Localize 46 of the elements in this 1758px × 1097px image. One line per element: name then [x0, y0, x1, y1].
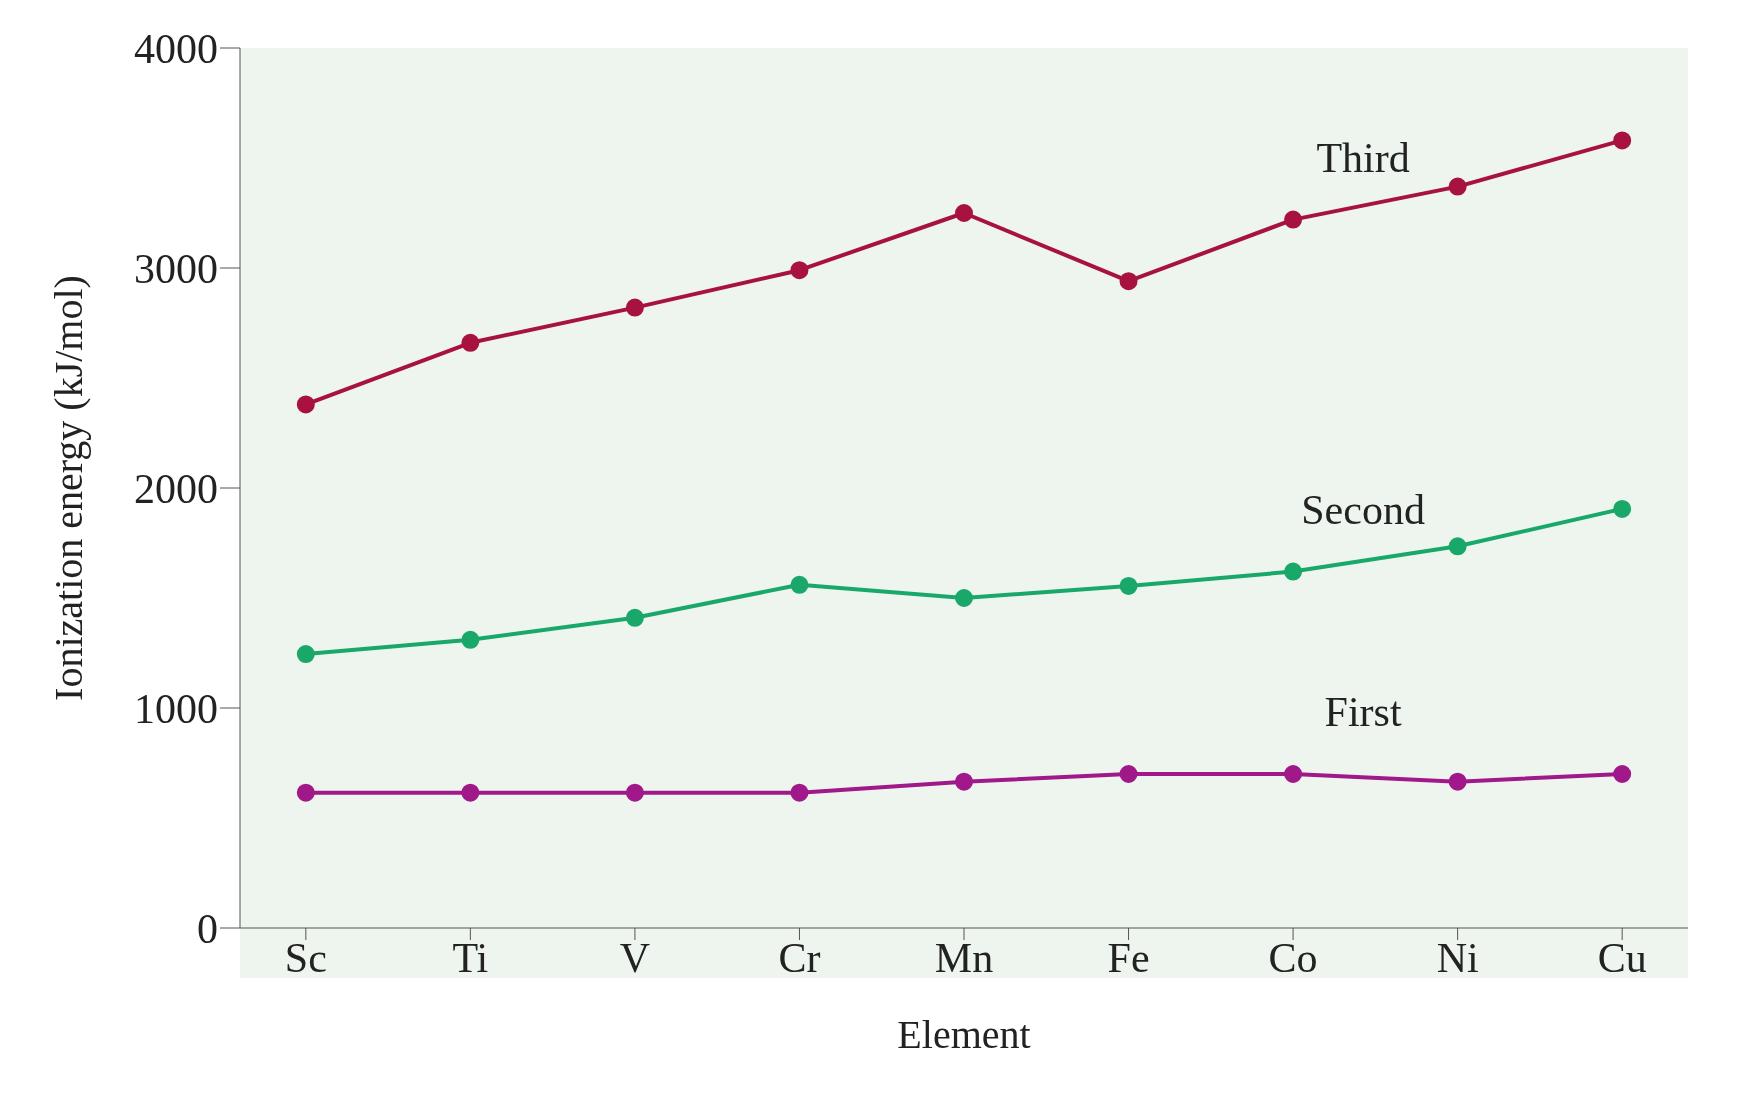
point	[1448, 772, 1467, 791]
point	[955, 204, 973, 222]
point	[1119, 272, 1138, 291]
point	[790, 575, 809, 594]
point	[1613, 765, 1632, 783]
x-tick-label: Fe	[1107, 934, 1150, 981]
x-tick-label: Cr	[778, 934, 821, 981]
point	[461, 783, 480, 802]
point	[625, 783, 644, 802]
point	[1119, 765, 1138, 783]
point	[955, 772, 973, 791]
point	[790, 783, 809, 802]
x-tick-label: Ni	[1436, 934, 1479, 981]
y-axis-title: Ionization energy (kJ/mol)	[46, 275, 92, 701]
x-tick-label: Co	[1268, 934, 1318, 981]
y-tick-label: 2000	[134, 465, 218, 512]
y-tick-label: 4000	[134, 25, 218, 72]
x-tick-label: V	[619, 934, 651, 981]
point	[955, 589, 973, 607]
x-tick-label: Sc	[284, 934, 327, 981]
point	[625, 298, 644, 317]
point	[296, 395, 315, 414]
point	[461, 333, 480, 352]
x-tick-label: Mn	[934, 934, 994, 981]
x-axis-title: Element	[897, 1012, 1031, 1057]
point	[461, 630, 480, 649]
y-tick-label: 1000	[134, 685, 218, 732]
point	[1613, 131, 1632, 150]
point	[296, 783, 315, 802]
x-tick-label: Ti	[452, 934, 489, 981]
point	[1284, 562, 1303, 581]
series-label: Third	[1316, 134, 1410, 181]
point	[790, 261, 809, 280]
series-label: First	[1324, 689, 1402, 735]
point	[296, 645, 315, 664]
point	[1448, 537, 1467, 556]
point	[1119, 576, 1138, 595]
series-label: Second	[1301, 486, 1425, 533]
point	[1284, 210, 1303, 229]
point	[625, 608, 644, 627]
point	[1448, 177, 1467, 196]
x-tick-label: Cu	[1597, 934, 1647, 981]
y-tick-label: 0	[197, 905, 218, 952]
point	[1613, 499, 1632, 518]
y-tick-label: 3000	[134, 245, 218, 292]
point	[1284, 765, 1303, 783]
